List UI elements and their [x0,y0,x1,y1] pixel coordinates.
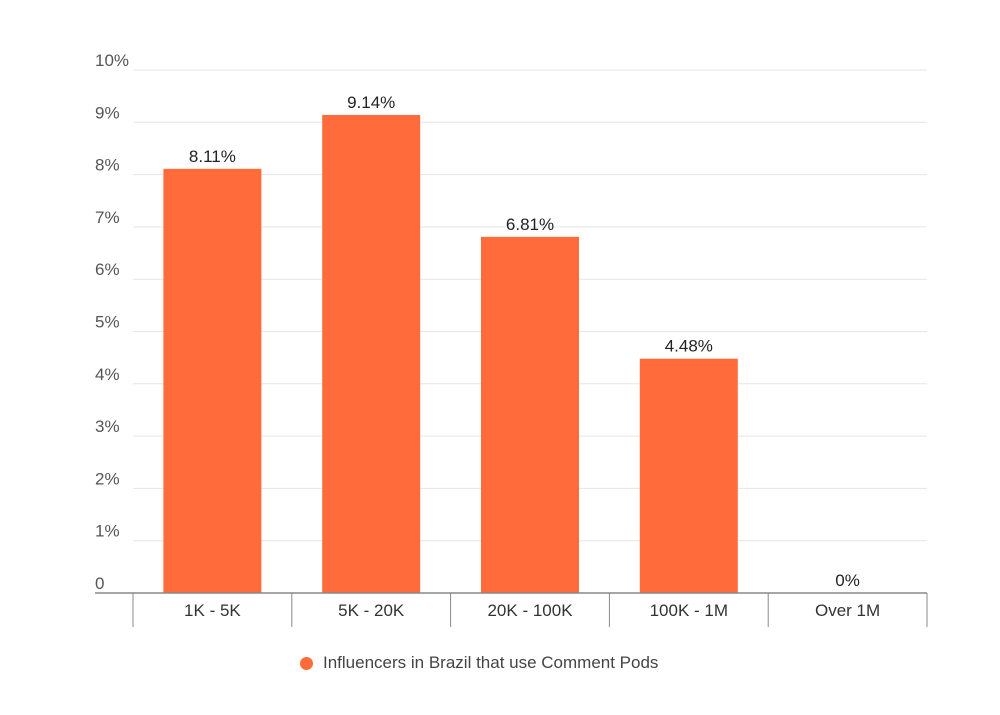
y-tick-label: 10% [95,51,129,70]
legend-swatch-icon [300,656,313,670]
bar [322,114,421,593]
legend-label: Influencers in Brazil that use Comment P… [323,653,659,672]
x-axis: 1K - 5K 5K - 20K 20K - 100K 100K - 1M Over 1… [95,592,928,627]
x-tick-label: 1K - 5K [184,601,241,620]
y-tick-label: 7% [95,208,120,227]
x-tick-label: 100K - 1M [650,601,728,620]
y-tick-label: 9% [95,103,120,122]
y-tick-label: 0 [95,574,104,593]
y-tick-label: 2% [95,469,120,488]
bars [163,114,738,594]
y-tick-label: 3% [95,417,120,436]
y-tick-label: 1% [95,522,120,541]
data-label: 4.48% [665,337,713,356]
data-label: 9.14% [347,93,395,112]
legend: Influencers in Brazil that use Comment P… [300,651,658,675]
y-tick-label: 6% [95,260,120,279]
data-label: 8.11% [189,147,236,166]
x-tick-label: 5K - 20K [338,601,405,620]
y-tick-label: 4% [95,365,120,384]
x-tick-label: Over 1M [815,601,880,620]
y-tick-label: 8% [95,156,120,175]
bar [481,236,579,593]
y-tick-label: 5% [95,313,120,332]
data-label: 6.81% [506,215,554,234]
bar-chart: 0 1% 2% 3% 4% 5% 6% 7% 8% 9% 10% 8.11% 9.14% 6.81% 4.… [95,51,928,627]
data-labels: 8.11% 9.14% 6.81% 4.48% 0% [189,93,860,590]
bar [639,358,738,593]
bar [163,168,262,594]
y-axis-ticks: 0 1% 2% 3% 4% 5% 6% 7% 8% 9% 10% [95,51,129,593]
x-tick-label: 20K - 100K [487,601,573,620]
data-label: 0% [835,571,860,590]
